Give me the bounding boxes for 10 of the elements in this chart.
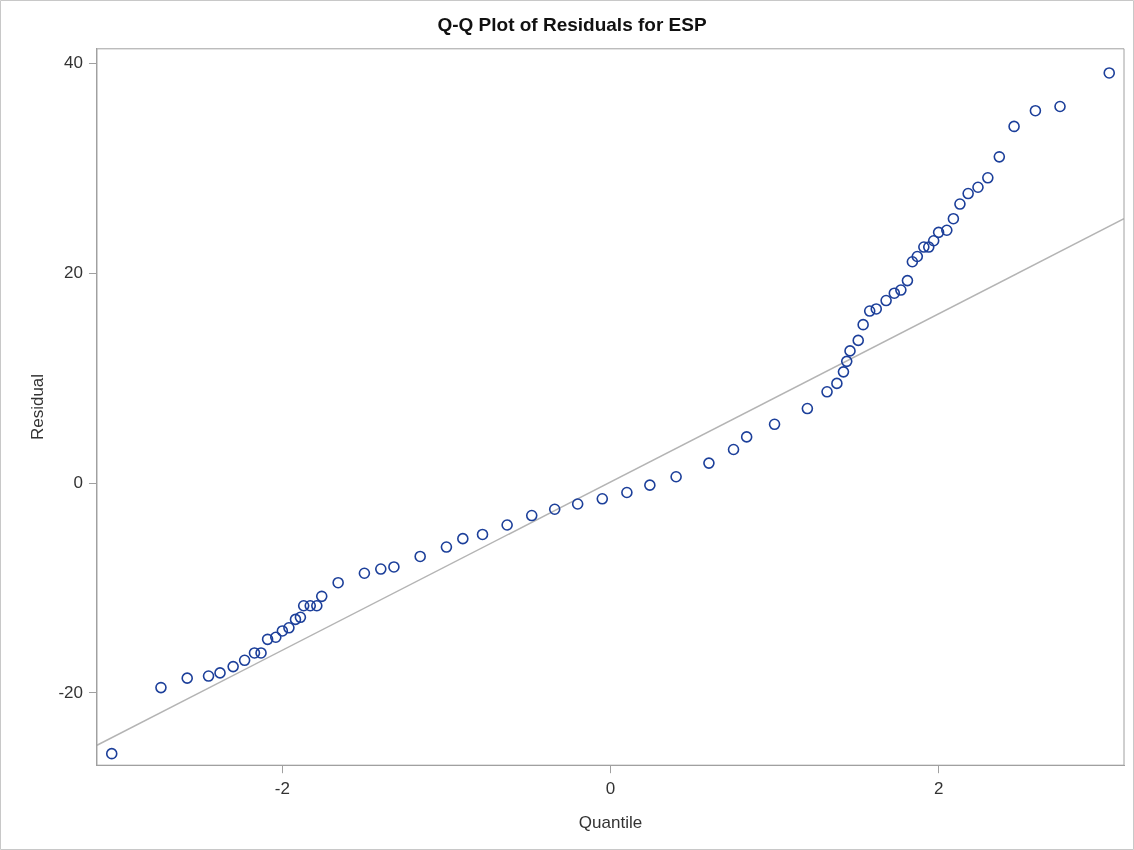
x-axis-title: Quantile bbox=[578, 813, 643, 833]
x-tick-label: 0 bbox=[605, 779, 616, 799]
chart-title: Q-Q Plot of Residuals for ESP bbox=[437, 13, 707, 35]
y-axis-title: Residual bbox=[27, 373, 47, 441]
x-tick-label: 2 bbox=[933, 779, 944, 799]
y-tick-label: 0 bbox=[73, 472, 83, 492]
y-tick-label: -20 bbox=[58, 682, 83, 702]
y-tick-label: 20 bbox=[64, 262, 83, 282]
y-tick-label: 40 bbox=[64, 53, 83, 73]
x-tick-label: -2 bbox=[274, 779, 290, 799]
